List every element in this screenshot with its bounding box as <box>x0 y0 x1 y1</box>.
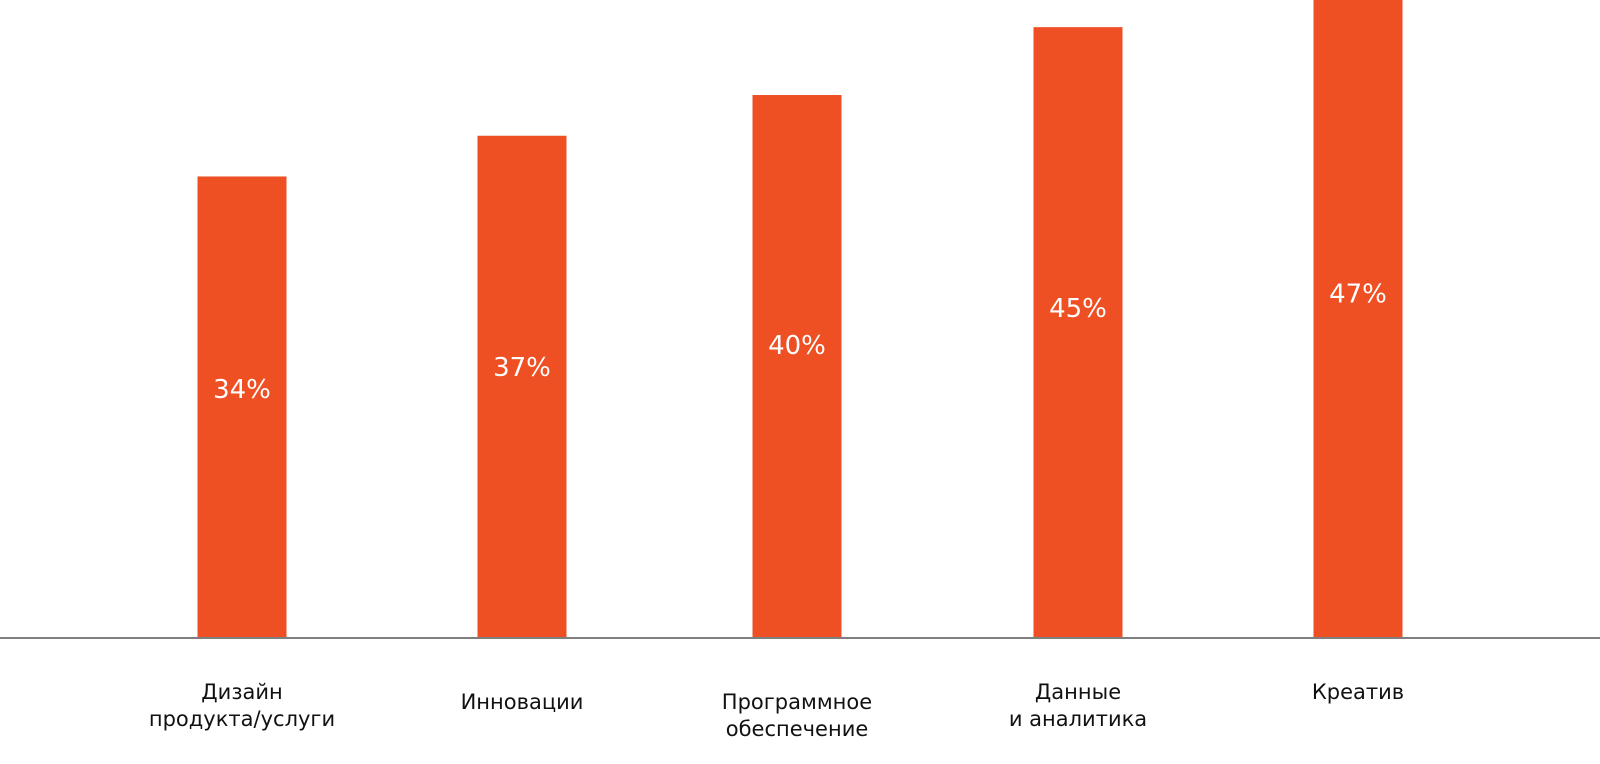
category-label-0-line-1: продукта/услуги <box>149 707 335 731</box>
category-label-2-line-0: Программное <box>722 690 872 714</box>
bar-4 <box>1313 0 1403 638</box>
category-label-4-line-0: Креатив <box>1312 680 1404 704</box>
bar-value-label-2: 40% <box>768 331 826 361</box>
bar-2 <box>752 95 842 638</box>
category-label-1-line-0: Инновации <box>461 690 584 714</box>
bar-value-label-4: 47% <box>1329 279 1387 309</box>
category-labels-group: Дизайн продукта/услуги Инновации Программно… <box>149 680 1404 741</box>
category-label-2-line-1: обеспечение <box>726 717 869 741</box>
category-label-0-line-0: Дизайн <box>201 680 282 704</box>
bar-0 <box>197 176 287 638</box>
bars-group: 34% 37% 40% 45% 47% <box>197 0 1403 639</box>
bar-value-label-1: 37% <box>493 353 551 383</box>
bar-value-label-0: 34% <box>213 375 271 405</box>
category-label-3-line-0: Данные <box>1035 680 1121 704</box>
category-label-3-line-1: и аналитика <box>1009 707 1147 731</box>
bar-3 <box>1033 27 1123 639</box>
bar-value-label-3: 45% <box>1049 294 1107 324</box>
bar-1 <box>477 135 567 638</box>
